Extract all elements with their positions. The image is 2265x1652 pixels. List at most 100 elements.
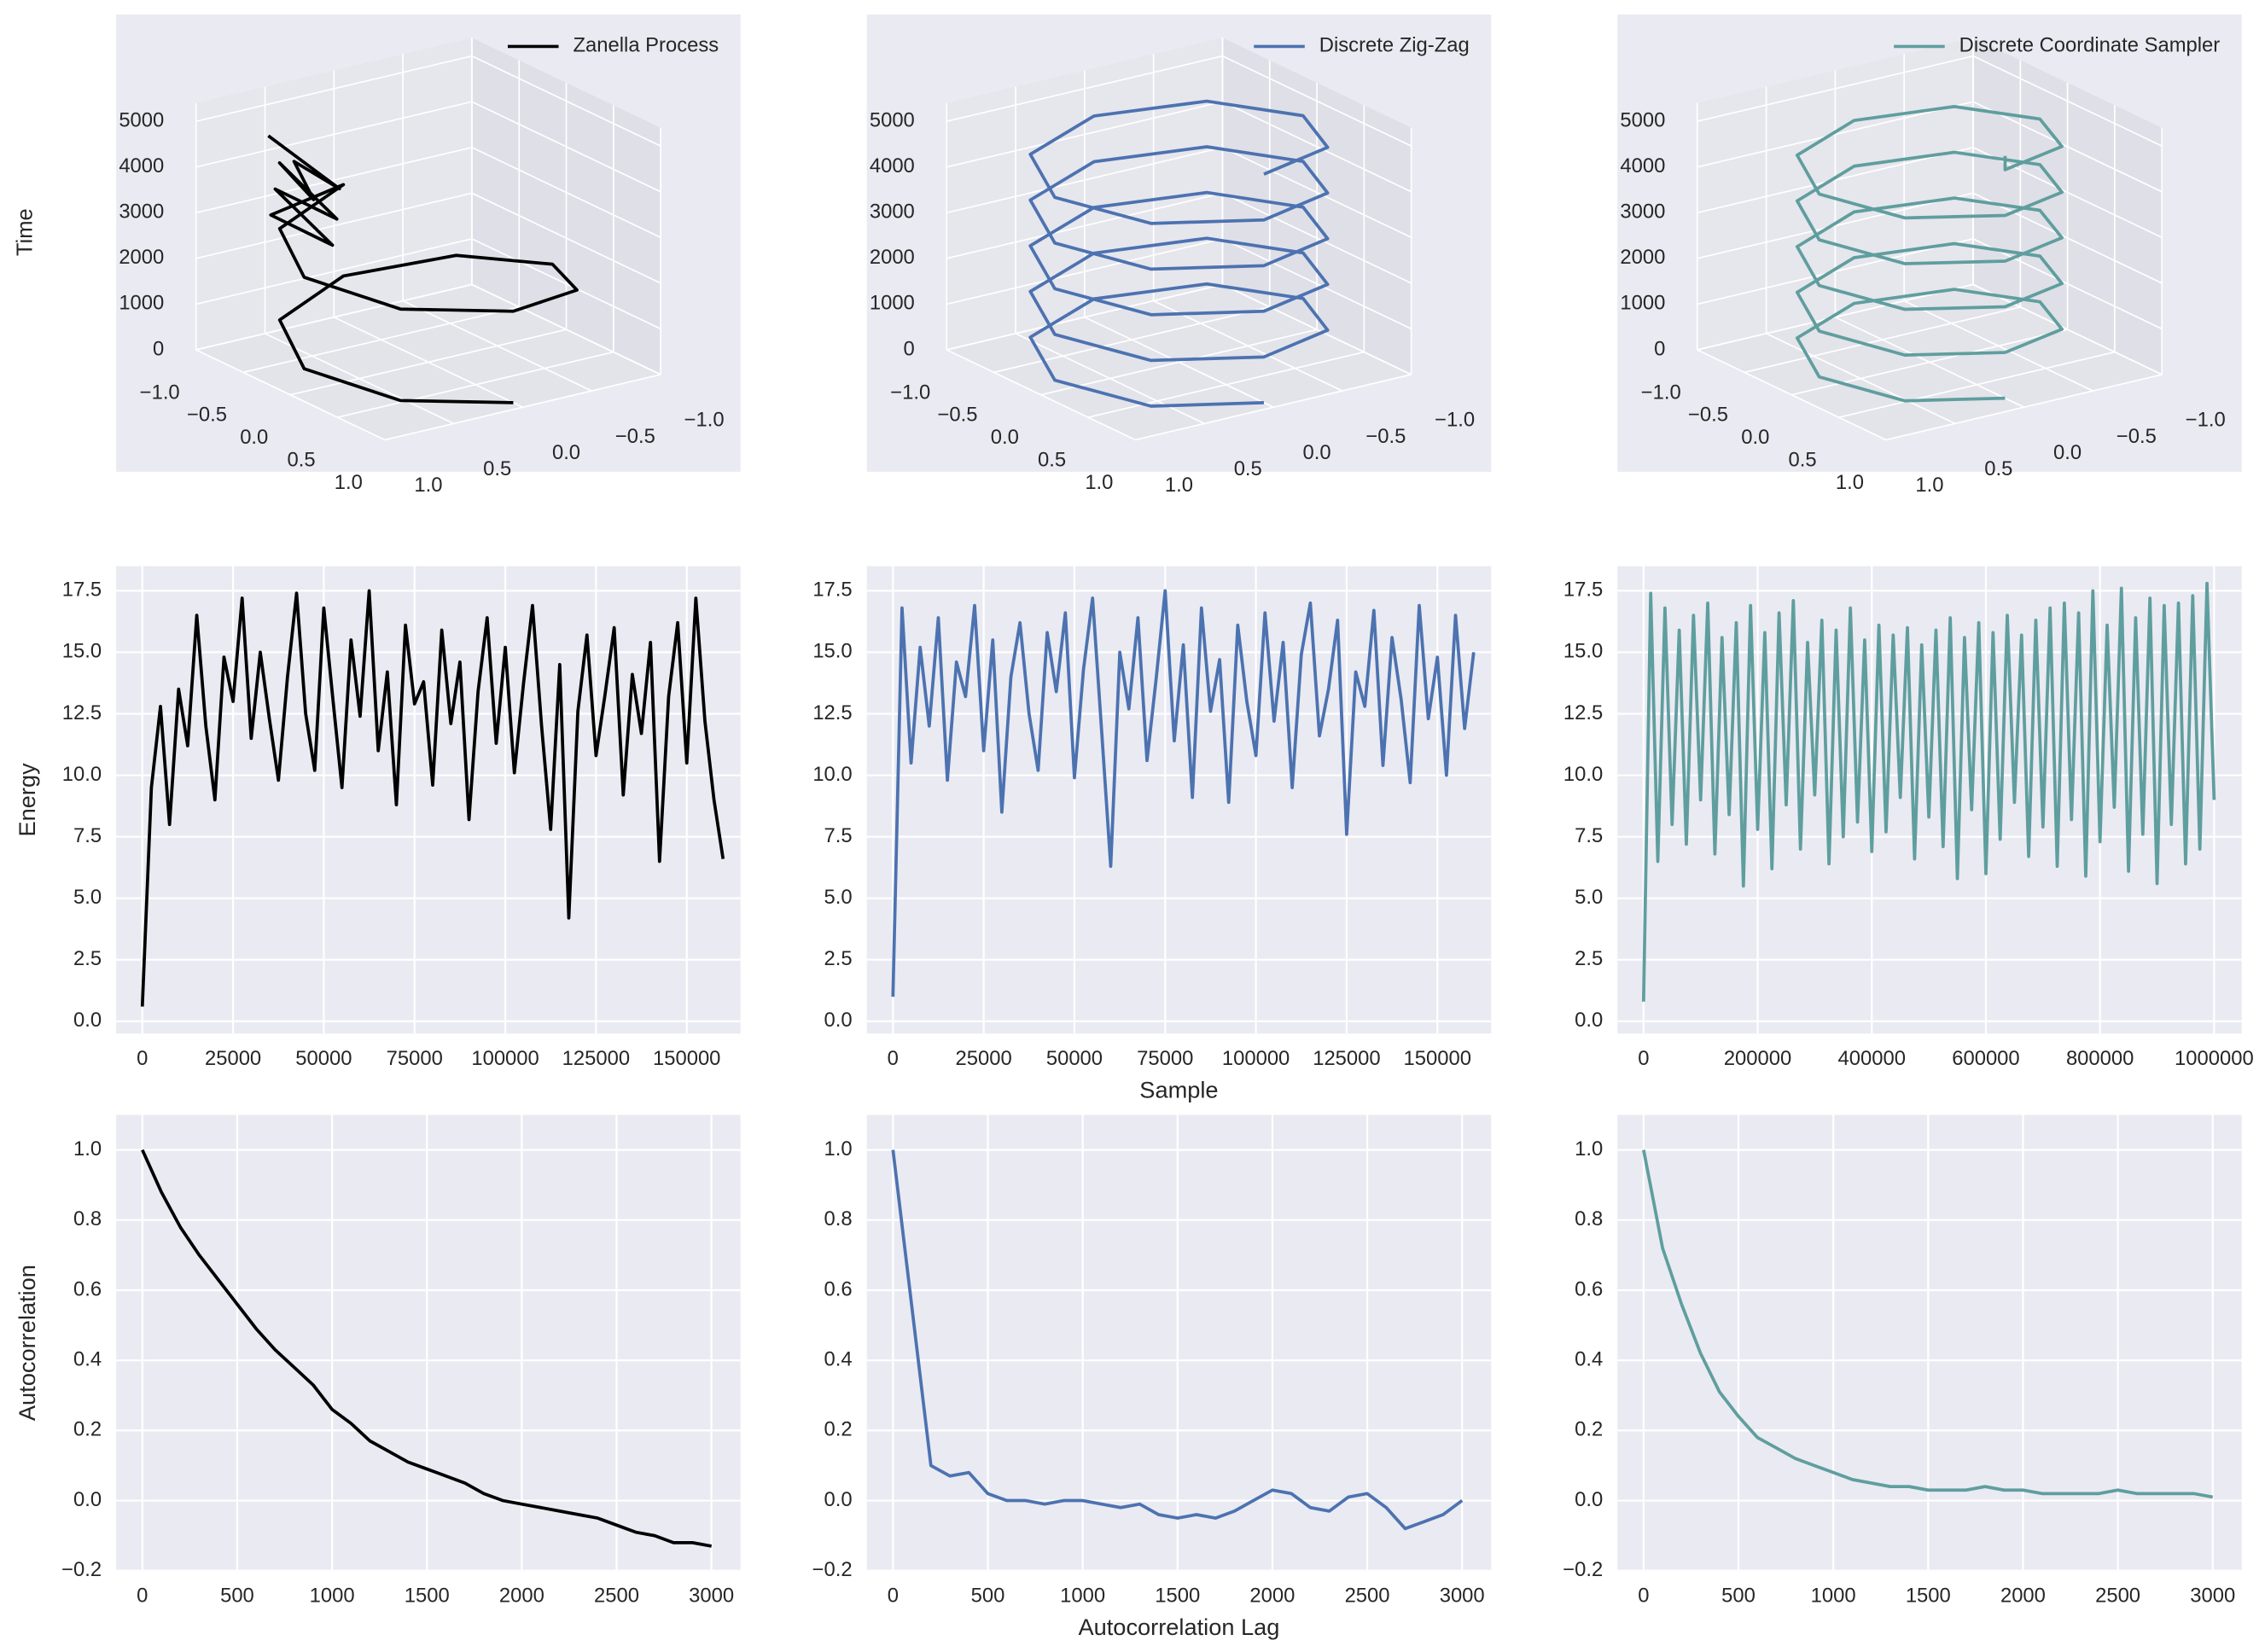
x-tick-label: 0.0 bbox=[991, 426, 1019, 449]
x-tick-label: 3000 bbox=[689, 1585, 734, 1608]
grid-line bbox=[1222, 55, 1412, 147]
z-tick-label: 4000 bbox=[870, 154, 915, 177]
z-tick-label: 1000 bbox=[1620, 292, 1665, 315]
y-tick-label: 0.5 bbox=[1984, 457, 2012, 480]
y-tick-label: 0.0 bbox=[1575, 1488, 1603, 1511]
x-tick-label: 0 bbox=[137, 1047, 148, 1070]
x-tick-label: 1000000 bbox=[2175, 1047, 2254, 1070]
x-tick-label: 3000 bbox=[2190, 1585, 2235, 1608]
z-tick-label: 2000 bbox=[870, 246, 915, 269]
grid-line bbox=[1903, 300, 2093, 392]
z-tick-label: 5000 bbox=[119, 109, 164, 132]
y-tick-label: −1.0 bbox=[684, 409, 725, 432]
legend-label: Zanella Process bbox=[574, 34, 719, 57]
grid-line bbox=[1222, 238, 1412, 330]
y-tick-label: 0.8 bbox=[824, 1207, 853, 1230]
y-tick-label: 7.5 bbox=[824, 824, 853, 847]
x-tick-label: 2500 bbox=[1345, 1585, 1390, 1608]
grid-line bbox=[1697, 283, 1974, 351]
x-tick-label: −1.0 bbox=[1641, 381, 1681, 404]
x-tick-label: 125000 bbox=[562, 1047, 630, 1070]
y-tick-label: −1.0 bbox=[2186, 409, 2226, 432]
y-tick-label: 1.0 bbox=[824, 1137, 853, 1160]
grid-line bbox=[1835, 316, 2024, 408]
trajectory-line bbox=[1795, 104, 2064, 403]
y-tick-label: 0.8 bbox=[73, 1207, 102, 1230]
y-tick-label: 1.0 bbox=[414, 474, 442, 497]
y-tick-label: 2.5 bbox=[824, 947, 853, 970]
x-tick-label: −1.0 bbox=[140, 381, 180, 404]
x-tick-label: 800000 bbox=[2066, 1047, 2134, 1070]
z-tick-label: 2000 bbox=[119, 246, 164, 269]
grid-line bbox=[195, 283, 473, 351]
x-tick-label: 1.0 bbox=[1085, 471, 1113, 494]
grid-line bbox=[471, 192, 661, 284]
y-tick-label: 0.0 bbox=[552, 441, 580, 464]
x-tick-label: 600000 bbox=[1952, 1047, 2019, 1070]
y-tick-label: 12.5 bbox=[812, 701, 852, 724]
grid-line bbox=[195, 192, 473, 259]
series-line bbox=[1641, 581, 2216, 1002]
y-tick-label: 0.0 bbox=[1303, 441, 1331, 464]
legend-label: Discrete Coordinate Sampler bbox=[1959, 34, 2221, 57]
x-tick-label: 75000 bbox=[387, 1047, 443, 1070]
z-axis-label: Time bbox=[13, 208, 37, 256]
y-tick-label: 0.0 bbox=[73, 1488, 102, 1511]
x-tick-label: 0.0 bbox=[1741, 426, 1769, 449]
y-tick-label: 5.0 bbox=[73, 886, 102, 909]
y-tick-label: −0.5 bbox=[615, 425, 655, 448]
x-tick-label: 1500 bbox=[1155, 1585, 1200, 1608]
z-tick-label: 3000 bbox=[870, 201, 915, 224]
grid-line bbox=[471, 101, 661, 193]
y-tick-label: 5.0 bbox=[824, 886, 853, 909]
x-tick-label: 100000 bbox=[471, 1047, 539, 1070]
x-tick-label: 500 bbox=[971, 1585, 1005, 1608]
grid-line bbox=[946, 192, 1223, 259]
y-tick-label: 0.0 bbox=[1575, 1009, 1603, 1032]
y-tick-label: 17.5 bbox=[812, 579, 852, 602]
z-tick-label: 1000 bbox=[119, 292, 164, 315]
x-tick-label: 25000 bbox=[205, 1047, 261, 1070]
y-tick-label: 7.5 bbox=[1575, 824, 1603, 847]
x-tick-label: 0.0 bbox=[240, 426, 268, 449]
grid-line bbox=[1222, 101, 1412, 193]
x-tick-label: 1000 bbox=[1811, 1585, 1856, 1608]
x-tick-label: 100000 bbox=[1222, 1047, 1290, 1070]
x-tick-label: 2000 bbox=[2000, 1585, 2046, 1608]
x-tick-label: 200000 bbox=[1724, 1047, 1791, 1070]
x-tick-label: 0.5 bbox=[1038, 448, 1066, 471]
z-tick-label: 0 bbox=[153, 337, 164, 360]
y-tick-label: 10.0 bbox=[1563, 763, 1603, 786]
axes-background bbox=[866, 1114, 1492, 1571]
y-tick-label: −0.5 bbox=[1365, 425, 1406, 448]
x-tick-label: −0.5 bbox=[187, 404, 227, 427]
y-tick-label: 0.8 bbox=[1575, 1207, 1603, 1230]
series-line bbox=[891, 589, 1476, 998]
z-tick-label: 3000 bbox=[119, 201, 164, 224]
y-tick-label: 12.5 bbox=[62, 701, 102, 724]
x-tick-label: 0 bbox=[137, 1585, 148, 1608]
x-tick-label: 25000 bbox=[956, 1047, 1012, 1070]
series-line bbox=[1642, 1149, 2214, 1499]
z-tick-label: 5000 bbox=[870, 109, 915, 132]
z-tick-label: 3000 bbox=[1620, 201, 1665, 224]
x-tick-label: 2500 bbox=[2095, 1585, 2140, 1608]
x-tick-label: 0 bbox=[1638, 1047, 1649, 1070]
y-tick-label: 0.6 bbox=[1575, 1277, 1603, 1300]
y-tick-label: 10.0 bbox=[62, 763, 102, 786]
x-tick-label: 75000 bbox=[1137, 1047, 1193, 1070]
x-tick-label: 2500 bbox=[594, 1585, 639, 1608]
grid-line bbox=[946, 349, 1136, 441]
grid-line bbox=[1697, 192, 1974, 259]
x-tick-label: 1500 bbox=[1906, 1585, 1951, 1608]
y-tick-label: 0.0 bbox=[824, 1009, 853, 1032]
grid-line bbox=[1153, 300, 1343, 392]
x-tick-label: 1000 bbox=[310, 1585, 355, 1608]
y-tick-label: 0.4 bbox=[1575, 1347, 1603, 1370]
grid-line bbox=[1972, 192, 2163, 284]
grid-line bbox=[471, 55, 661, 147]
x-tick-label: 125000 bbox=[1313, 1047, 1380, 1070]
y-tick-label: 15.0 bbox=[62, 640, 102, 663]
series-line bbox=[140, 589, 725, 1007]
